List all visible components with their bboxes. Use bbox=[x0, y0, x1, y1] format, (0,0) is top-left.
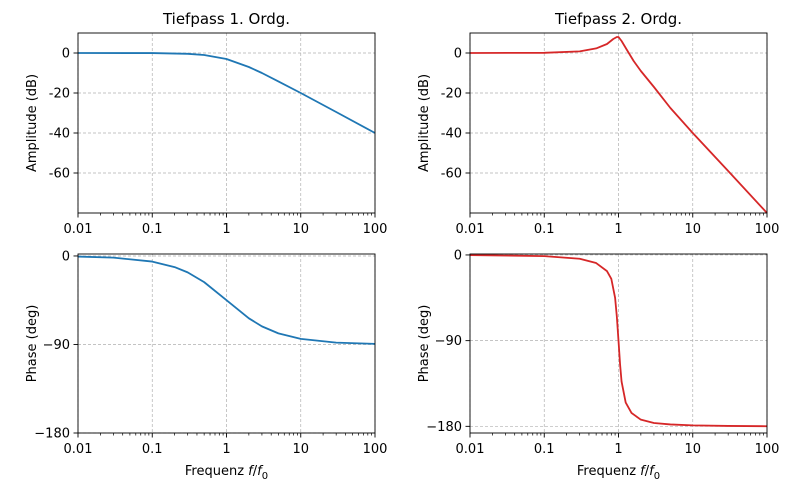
x-tick-label: 0.01 bbox=[456, 222, 485, 237]
y-tick-label: -20 bbox=[441, 87, 462, 102]
x-tick-label: 100 bbox=[363, 442, 388, 457]
x-tick-label: 0.1 bbox=[534, 222, 555, 237]
axes-frame bbox=[469, 253, 768, 434]
axes-frame bbox=[77, 32, 376, 214]
y-tick-label: -60 bbox=[441, 167, 462, 182]
x-tick-label: 10 bbox=[684, 222, 701, 237]
y-tick-label: 0 bbox=[454, 47, 462, 62]
x-tick-label: 0.1 bbox=[534, 442, 555, 457]
axes-frame bbox=[469, 32, 768, 214]
x-tick-label: 0.1 bbox=[142, 222, 163, 237]
subplot-3: 0.01 0.1 1 10 100 0 −90 −180 Phase (deg) Frequenz… bbox=[25, 249, 387, 482]
y-axis-label: Phase (deg) bbox=[417, 305, 432, 383]
y-tick-label: 0 bbox=[454, 248, 462, 263]
x-tick-label: 10 bbox=[684, 442, 701, 457]
x-tick-label: 1 bbox=[222, 442, 230, 457]
x-tick-label: 1 bbox=[614, 442, 622, 457]
axes-frame bbox=[77, 253, 376, 434]
series-line bbox=[469, 36, 768, 214]
x-tick-label: 10 bbox=[292, 222, 309, 237]
y-tick-label: -40 bbox=[441, 127, 462, 142]
series-line bbox=[469, 254, 768, 428]
y-tick-label: −90 bbox=[435, 334, 462, 349]
y-tick-label: -40 bbox=[49, 127, 70, 142]
x-tick-label: 100 bbox=[755, 442, 780, 457]
series-line bbox=[77, 255, 376, 345]
x-tick-label: 1 bbox=[222, 222, 230, 237]
y-tick-label: −180 bbox=[34, 427, 70, 442]
y-tick-label: -60 bbox=[49, 167, 70, 182]
y-axis-label: Phase (deg) bbox=[25, 305, 40, 383]
y-tick-label: 0 bbox=[62, 47, 70, 62]
series-line bbox=[77, 52, 376, 134]
x-axis-label: Frequenz f/f0 bbox=[577, 464, 660, 482]
x-tick-label: 0.01 bbox=[456, 442, 485, 457]
y-axis-label: Amplitude (dB) bbox=[417, 74, 432, 172]
x-tick-label: 1 bbox=[614, 222, 622, 237]
y-tick-label: −180 bbox=[426, 420, 462, 435]
x-axis-label: Frequenz f/f0 bbox=[185, 464, 268, 482]
y-tick-label: -20 bbox=[49, 87, 70, 102]
subplot-1: 0.01 0.1 1 10 100 0 -20 -40 -60 Tiefpass 1. Ordg.… bbox=[25, 10, 387, 237]
y-axis-label: Amplitude (dB) bbox=[25, 74, 40, 172]
chart-title: Tiefpass 2. Ordg. bbox=[554, 10, 682, 28]
y-tick-label: 0 bbox=[62, 249, 70, 264]
y-tick-label: −90 bbox=[43, 338, 70, 353]
x-tick-label: 0.1 bbox=[142, 442, 163, 457]
x-tick-label: 0.01 bbox=[64, 442, 93, 457]
x-tick-label: 0.01 bbox=[64, 222, 93, 237]
chart-title: Tiefpass 1. Ordg. bbox=[162, 10, 290, 28]
subplot-2: 0.01 0.1 1 10 100 0 -20 -40 -60 Tiefpass 2. Ordg.… bbox=[417, 10, 779, 237]
x-tick-label: 10 bbox=[292, 442, 309, 457]
x-tick-label: 100 bbox=[755, 222, 780, 237]
x-tick-label: 100 bbox=[363, 222, 388, 237]
subplot-4: 0.01 0.1 1 10 100 0 −90 −180 Phase (deg) Frequenz… bbox=[417, 248, 779, 482]
